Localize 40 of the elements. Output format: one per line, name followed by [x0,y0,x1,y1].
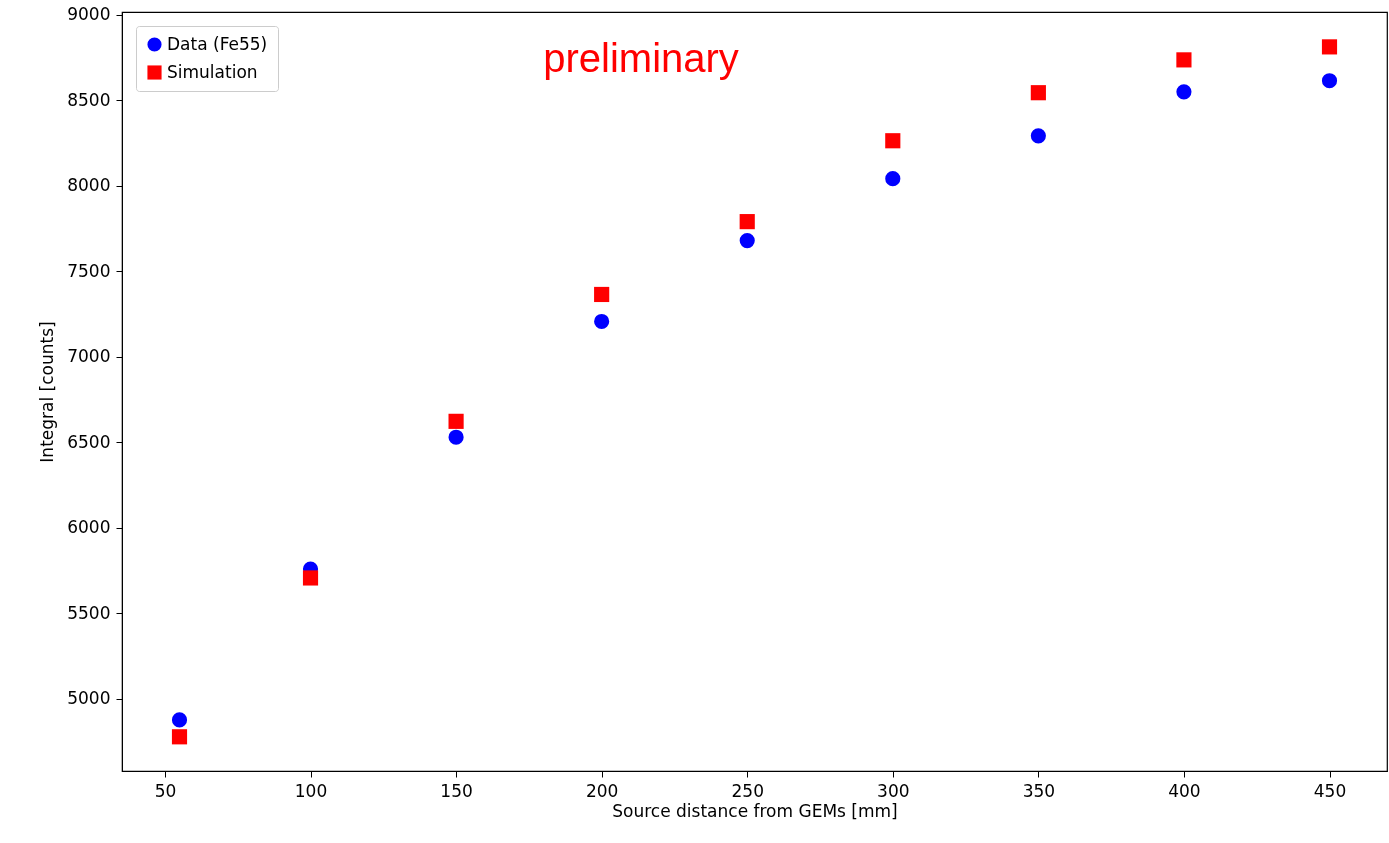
x-tick-label: 200 [585,780,619,801]
point [1030,85,1046,101]
y-tick-label: 8500 [67,89,111,110]
x-tick-label: 50 [154,780,177,801]
point [739,233,755,249]
y-axis-title: Integral [counts] [37,321,58,463]
y-tick-label: 5500 [67,602,111,623]
y-tick-label: 7500 [67,260,111,281]
point [885,133,901,149]
x-tick-label: 150 [440,780,473,801]
y-tick-label: 6500 [67,431,111,452]
point [1030,128,1046,144]
point [1176,52,1192,68]
x-tick-label: 350 [1022,780,1056,801]
point [302,570,319,586]
point [1176,84,1192,100]
annotation: preliminary [543,36,739,80]
x-tick-label: 100 [294,780,328,801]
point [594,313,610,330]
point [171,712,188,728]
point [1321,73,1338,89]
x-axis-title: Source distance from GEMs [mm] [612,800,898,821]
legend-label: Data (Fe55) [167,33,268,54]
point [1321,39,1338,55]
y-tick-label: 7000 [67,346,111,367]
y-tick-label: 6000 [67,517,111,538]
point [448,413,464,429]
x-tick-label: 400 [1168,780,1201,801]
point [448,429,464,445]
point [171,729,188,745]
point [739,214,755,230]
y-tick-label: 5000 [67,688,111,709]
x-tick-label: 300 [877,780,910,801]
x-tick-label: 450 [1313,780,1347,801]
point [885,171,901,187]
legend-label: Simulation [167,61,258,82]
x-tick-label: 250 [731,780,764,801]
y-tick-label: 8000 [67,175,111,196]
point [594,286,610,303]
y-tick-label: 9000 [67,4,111,25]
